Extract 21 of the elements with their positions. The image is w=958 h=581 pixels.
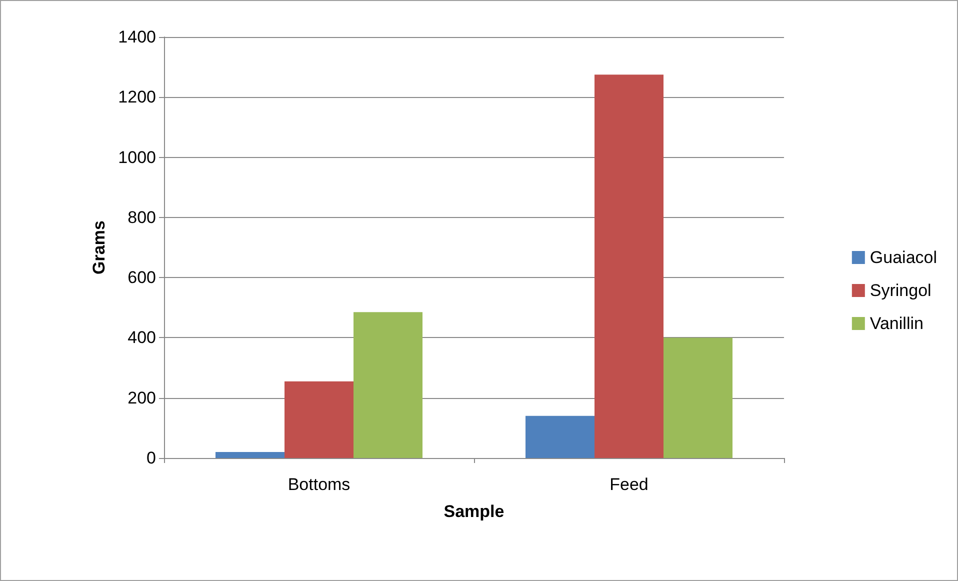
legend-label: Syringol — [870, 281, 932, 300]
y-tick-label: 1400 — [118, 28, 156, 46]
y-axis-title: Grams — [89, 220, 108, 274]
y-tick-label: 800 — [128, 208, 156, 227]
bar — [284, 381, 354, 458]
legend-label: Guaiacol — [870, 248, 938, 267]
legend-label: Vanillin — [870, 314, 924, 333]
bar — [526, 416, 594, 458]
y-tick-label: 1000 — [118, 148, 156, 167]
y-tick-label: 0 — [146, 448, 156, 468]
y-tick-label: 200 — [128, 388, 156, 408]
x-tick-label: Bottoms — [288, 475, 350, 494]
y-tick-label: 600 — [128, 268, 156, 288]
x-axis-title: Sample — [444, 502, 504, 521]
y-tick-label: 1200 — [118, 88, 156, 107]
bar — [216, 452, 284, 458]
x-tick-label: Feed — [610, 475, 648, 494]
bar — [594, 74, 664, 458]
y-tick-label: 400 — [128, 328, 156, 348]
bar — [354, 312, 422, 458]
bar — [664, 338, 732, 458]
